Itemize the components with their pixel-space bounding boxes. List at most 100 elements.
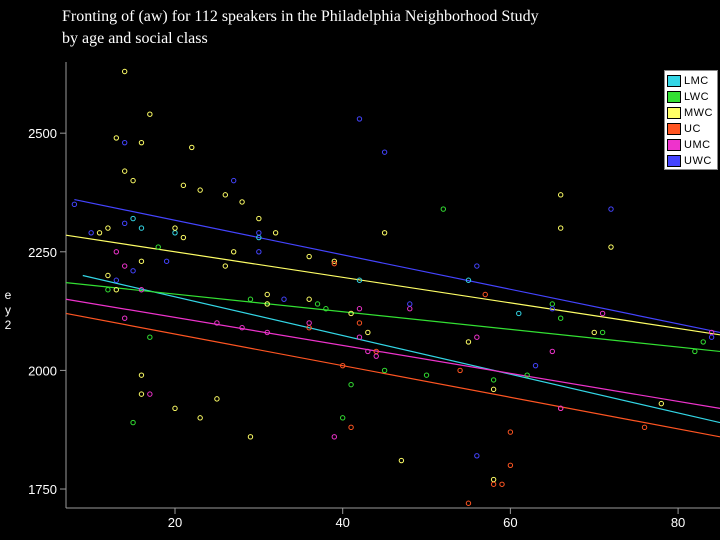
point-lmc — [465, 277, 472, 283]
legend-item-lwc: LWC — [667, 89, 709, 105]
point-mwc — [247, 434, 254, 440]
point-uwc — [532, 362, 539, 369]
point-uwc — [708, 334, 715, 340]
y-axis-label: e y 2 — [3, 288, 13, 333]
point-mwc — [180, 182, 187, 189]
point-lwc — [692, 348, 698, 355]
point-mwc — [121, 168, 128, 174]
point-uc — [331, 260, 338, 267]
point-umc — [264, 329, 270, 336]
legend-swatch — [667, 139, 681, 151]
point-mwc — [348, 310, 354, 317]
point-mwc — [222, 263, 229, 269]
point-mwc — [172, 405, 178, 412]
point-uwc — [608, 206, 614, 212]
x-tick-label: 40 — [335, 515, 349, 530]
point-uwc — [71, 201, 78, 208]
data-points — [71, 68, 715, 506]
fit-line-lmc — [82, 274, 720, 424]
legend-label: MWC — [684, 107, 713, 119]
y-axis-label-char: e — [4, 288, 12, 302]
point-mwc — [138, 391, 145, 397]
point-umc — [549, 348, 556, 355]
point-uwc — [121, 220, 128, 227]
point-uc — [465, 500, 472, 506]
legend-swatch — [667, 75, 681, 87]
point-lmc — [516, 310, 522, 317]
chart-axes: 1750 2000 2250 2500 20 40 60 80 — [28, 62, 720, 530]
point-uwc — [256, 230, 262, 236]
point-uwc — [474, 263, 480, 269]
point-uc — [490, 481, 497, 487]
point-mwc — [239, 199, 245, 205]
x-tick-label: 60 — [503, 515, 517, 530]
point-mwc — [121, 68, 128, 75]
y-tick-label: 1750 — [28, 482, 57, 497]
legend-swatch — [667, 91, 681, 103]
point-umc — [474, 334, 480, 340]
point-mwc — [256, 215, 262, 222]
point-uc — [457, 367, 463, 374]
point-uc — [507, 429, 514, 435]
point-lwc — [599, 329, 606, 336]
point-mwc — [230, 249, 237, 255]
point-mwc — [147, 111, 153, 117]
point-uc — [356, 320, 363, 326]
point-uc — [499, 481, 505, 487]
point-uwc — [230, 177, 237, 184]
point-mwc — [557, 192, 564, 198]
point-mwc — [608, 244, 614, 250]
legend-label: UWC — [684, 155, 712, 167]
point-mwc — [557, 225, 564, 231]
point-uwc — [407, 301, 413, 307]
point-mwc — [272, 230, 279, 236]
legend-item-umc: UMC — [667, 137, 711, 153]
legend-label: LMC — [684, 75, 709, 87]
point-umc — [356, 334, 363, 340]
point-uwc — [121, 139, 128, 146]
point-mwc — [365, 329, 371, 336]
point-mwc — [172, 225, 178, 231]
point-umc — [306, 320, 312, 326]
point-uc — [641, 424, 648, 431]
point-lwc — [323, 306, 329, 312]
point-mwc — [398, 457, 405, 464]
fit-line-uwc — [74, 199, 720, 334]
legend-item-lmc: LMC — [667, 73, 709, 89]
point-mwc — [197, 415, 203, 421]
point-uwc — [163, 258, 170, 264]
point-lwc — [130, 419, 136, 426]
point-mwc — [138, 258, 145, 264]
point-lwc — [700, 339, 706, 345]
point-mwc — [490, 386, 497, 393]
legend-label: UMC — [684, 139, 711, 151]
point-umc — [407, 306, 413, 312]
point-mwc — [189, 144, 195, 151]
point-lwc — [105, 287, 111, 293]
point-uc — [339, 362, 346, 369]
point-mwc — [381, 230, 388, 236]
y-tick-label: 2250 — [28, 245, 57, 260]
legend-swatch — [667, 123, 681, 135]
point-mwc — [113, 135, 120, 141]
point-mwc — [331, 258, 338, 264]
point-uwc — [474, 453, 480, 459]
legend-label: UC — [684, 123, 701, 135]
regression-lines — [65, 199, 720, 438]
legend-item-uc: UC — [667, 121, 701, 137]
point-umc — [356, 306, 363, 312]
point-uc — [507, 462, 514, 468]
point-lwc — [490, 377, 497, 383]
point-mwc — [138, 372, 145, 378]
point-mwc — [130, 177, 136, 184]
point-mwc — [197, 187, 203, 193]
fit-line-lwc — [65, 282, 720, 353]
point-uwc — [356, 116, 363, 122]
point-mwc — [264, 291, 270, 298]
x-tick-label: 20 — [168, 515, 182, 530]
point-umc — [557, 405, 564, 412]
point-lwc — [423, 372, 430, 378]
chart-title-line-2: by age and social class — [62, 30, 208, 47]
x-tick-label: 80 — [671, 515, 685, 530]
